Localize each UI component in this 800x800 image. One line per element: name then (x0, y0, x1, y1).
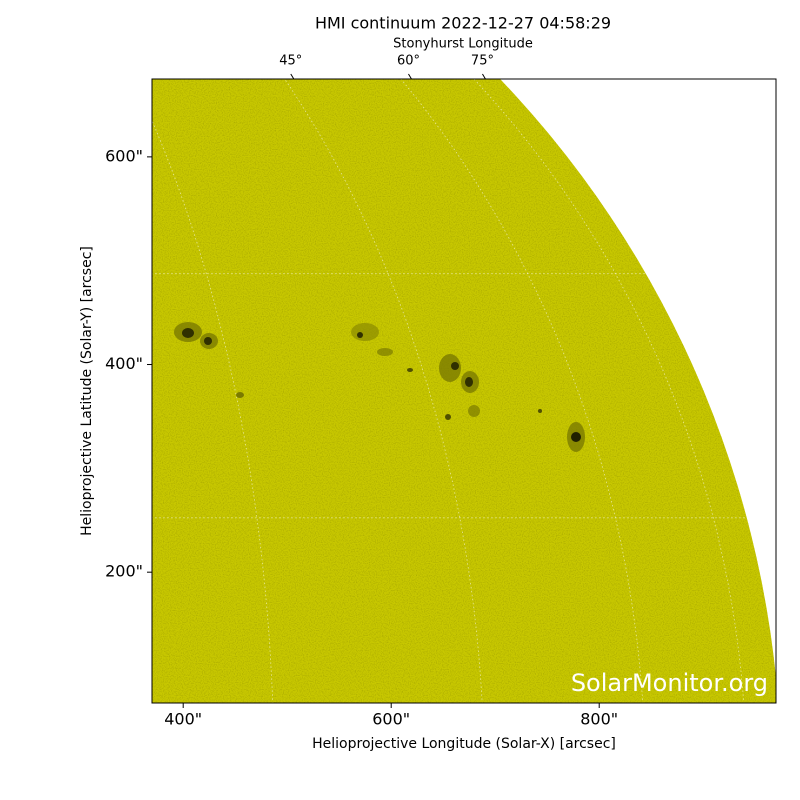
axes-frame (151, 78, 777, 704)
y-tick-label: 400" (105, 354, 143, 373)
disk-texture (152, 79, 776, 703)
longitude-line (0, 0, 30, 780)
x-axis-label: Helioprojective Longitude (Solar-X) [arc… (312, 736, 616, 752)
x-tick-label: 400" (164, 710, 202, 729)
top-tick (290, 73, 295, 80)
watermark: SolarMonitor.org (571, 669, 768, 697)
longitude-line (0, 0, 747, 780)
top-tick-label: 45° (279, 54, 302, 69)
top-tick-label: 75° (471, 54, 494, 69)
top-tick-label: 60° (397, 54, 420, 69)
solar-disk (0, 0, 776, 780)
longitude-line (0, 0, 645, 780)
top-tick (482, 73, 486, 80)
x-tick-label: 800" (580, 710, 618, 729)
y-tick-label: 600" (105, 146, 143, 165)
top-axis-label: Stonyhurst Longitude (393, 37, 533, 52)
sunspots (174, 322, 585, 452)
plot-area (0, 0, 776, 780)
y-tick-label: 200" (105, 562, 143, 581)
y-axis-label: Helioprojective Latitude (Solar-Y) [arcs… (79, 246, 95, 536)
top-tick (408, 73, 412, 80)
chart-title: HMI continuum 2022-12-27 04:58:29 (315, 14, 611, 33)
x-tick-label: 600" (372, 710, 410, 729)
